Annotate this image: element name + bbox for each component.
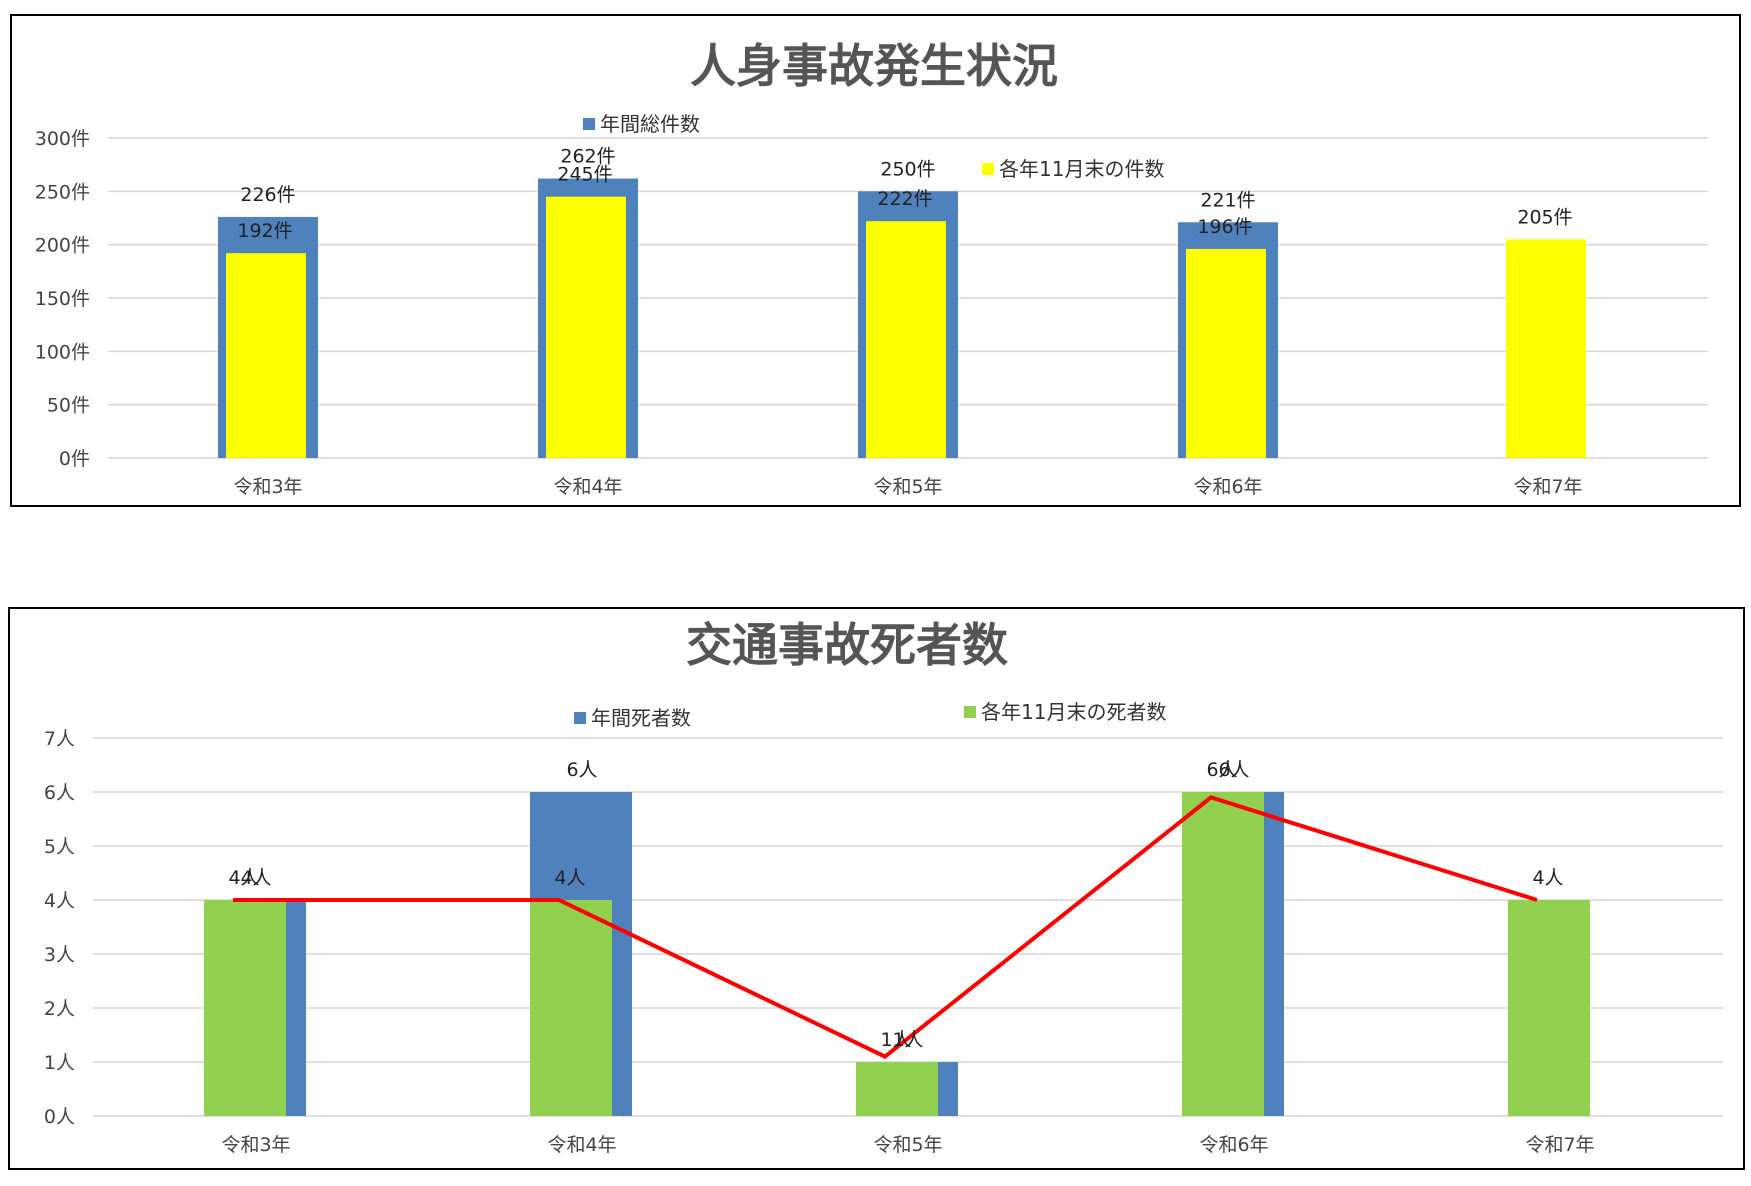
fatalities-chart: 交通事故死者数 年間死者数 各年11月末の死者数 0人 1人 2人 3人 4人 5人 6人 7… <box>44 618 1723 1156</box>
legend-swatch-annual <box>574 712 586 724</box>
data-label-november: 222件 <box>877 188 932 210</box>
x-tick-label: 令和3年 <box>233 476 302 498</box>
data-label-november: 245件 <box>557 164 612 186</box>
legend-swatch-annual <box>583 118 595 130</box>
y-tick-label: 250件 <box>35 181 90 203</box>
legend: 年間死者数 各年11月末の死者数 <box>574 700 1166 730</box>
data-label-annual: 6人 <box>566 759 597 781</box>
y-tick-label: 100件 <box>35 341 90 363</box>
chart-panel-accidents: 人身事故発生状況 年間総件数 各年11月末の件数 0件 50件 100件 150件 20… <box>10 14 1741 507</box>
legend-label-november: 各年11月末の死者数 <box>981 700 1166 724</box>
data-label-annual: 6人 <box>1218 759 1249 781</box>
data-label-november: 196件 <box>1197 216 1252 238</box>
bar-november <box>866 221 946 458</box>
legend-label-annual: 年間総件数 <box>600 112 700 136</box>
x-tick-label: 令和4年 <box>547 1134 616 1156</box>
legend-swatch-november <box>982 163 994 175</box>
data-label-november: 205件 <box>1517 206 1572 228</box>
x-tick-label: 令和5年 <box>873 476 942 498</box>
bar-november <box>204 900 286 1116</box>
chart-title: 交通事故死者数 <box>686 618 1008 672</box>
x-tick-label: 令和7年 <box>1513 476 1582 498</box>
data-label-november: 1人 <box>880 1029 911 1051</box>
data-label-annual: 1人 <box>892 1029 923 1051</box>
y-tick-label: 2人 <box>44 998 75 1020</box>
bar-november <box>1186 248 1266 458</box>
y-tick-label: 3人 <box>44 944 75 966</box>
data-label-november: 4人 <box>1532 867 1563 889</box>
data-label-annual: 4人 <box>240 867 271 889</box>
y-tick-label: 6人 <box>44 782 75 804</box>
trend-line <box>233 795 1538 1059</box>
y-tick-label: 300件 <box>35 128 90 150</box>
bar-november <box>546 196 626 458</box>
bar-november <box>226 253 306 458</box>
bar-november <box>1182 792 1264 1116</box>
legend-label-annual: 年間死者数 <box>591 706 691 730</box>
x-tick-label: 令和6年 <box>1199 1134 1268 1156</box>
data-label-november: 4人 <box>554 867 585 889</box>
bar-november <box>856 1062 938 1116</box>
chart-panel-fatalities: 交通事故死者数 年間死者数 各年11月末の死者数 0人 1人 2人 3人 4人 5人 6人 7… <box>8 607 1745 1170</box>
y-tick-label: 50件 <box>47 395 90 417</box>
accidents-chart: 人身事故発生状況 年間総件数 各年11月末の件数 0件 50件 100件 150件 20… <box>35 39 1708 498</box>
bar-november <box>1508 900 1590 1116</box>
data-label-annual: 250件 <box>880 158 935 180</box>
y-tick-label: 200件 <box>35 235 90 257</box>
x-tick-label: 令和5年 <box>873 1134 942 1156</box>
x-tick-label: 令和4年 <box>553 476 622 498</box>
data-label-november: 192件 <box>237 220 292 242</box>
x-tick-label: 令和7年 <box>1525 1134 1594 1156</box>
chart-title: 人身事故発生状況 <box>690 39 1058 93</box>
legend-label-november: 各年11月末の件数 <box>999 157 1164 181</box>
y-tick-label: 0件 <box>59 448 90 470</box>
y-tick-label: 150件 <box>35 288 90 310</box>
bar-november <box>530 900 612 1116</box>
x-tick-label: 令和3年 <box>221 1134 290 1156</box>
y-tick-label: 5人 <box>44 836 75 858</box>
data-label-annual: 226件 <box>240 184 295 206</box>
y-tick-label: 4人 <box>44 890 75 912</box>
bar-november <box>1506 239 1586 458</box>
x-tick-label: 令和6年 <box>1193 476 1262 498</box>
y-tick-label: 1人 <box>44 1052 75 1074</box>
legend-swatch-november <box>964 706 976 718</box>
y-tick-label: 7人 <box>44 728 75 750</box>
legend: 年間総件数 各年11月末の件数 <box>583 112 1164 181</box>
data-label-annual: 262件 <box>560 146 615 168</box>
data-label-november: 4人 <box>228 867 259 889</box>
data-label-annual: 221件 <box>1200 189 1255 211</box>
y-tick-label: 0人 <box>44 1106 75 1128</box>
data-label-november: 6人 <box>1206 759 1237 781</box>
